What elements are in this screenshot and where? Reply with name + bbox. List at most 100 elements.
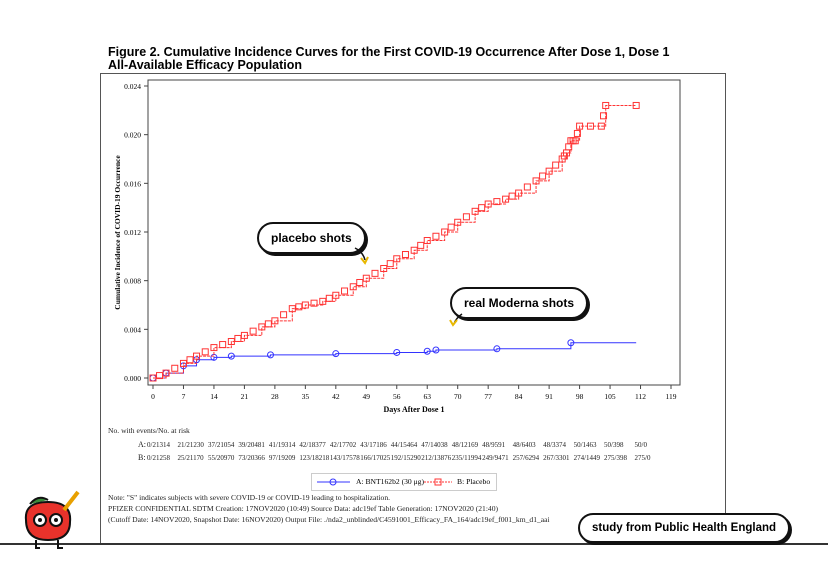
placebo-marker [432,232,440,240]
risk-cell: 42/17702 [329,441,357,449]
placebo-marker [508,192,516,200]
figure-frame [100,73,726,545]
placebo-marker [310,299,318,307]
vaccine-marker [227,352,235,360]
risk-cell: 44/15464 [390,441,418,449]
placebo-marker [258,323,266,331]
placebo-marker [295,303,303,311]
placebo-marker [371,269,379,277]
vaccine-marker [332,350,340,358]
placebo-marker [249,327,257,335]
cumulative-incidence-chart: 0 7 14 21 28 35 42 49 56 63 70 77 84 91 98 105 112 119 0.0… [113,79,681,414]
x-tick-label: 14 [210,392,218,401]
risk-cell: 192/15290 [390,454,421,462]
risk-cell: 50/0 [634,441,647,449]
placebo-marker [401,251,409,259]
risk-cell: 48/6403 [512,441,536,449]
risk-cell: 123/18218 [299,454,330,462]
note-1: Note: "S" indicates subjects with severe… [108,493,391,502]
placebo-marker [597,122,605,130]
placebo-marker [227,338,235,345]
risk-cell: 275/398 [604,454,627,462]
risk-cell: 212/13876 [421,454,452,462]
note-2: PFIZER CONFIDENTIAL SDTM Creation: 17NOV… [108,504,499,513]
figure-title: Figure 2. Cumulative Incidence Curves fo… [108,45,670,72]
risk-row-label: B: [138,453,146,462]
risk-row-label: A: [138,440,146,449]
risk-cell: 48/3374 [543,441,567,449]
placebo-marker [560,152,568,160]
legend: A: BNT162b2 (30 μg) B: Placebo [311,473,497,491]
risk-table-header: No. with events/No. at risk [108,426,190,435]
placebo-marker [471,207,479,215]
callout-vaccine: real Moderna shots [450,287,589,319]
placebo-marker [545,167,553,175]
callout-source: study from Public Health England [578,513,791,543]
placebo-marker [569,137,577,145]
placebo-marker [441,228,449,236]
placebo-marker [332,291,340,299]
placebo-marker [356,278,364,286]
placebo-marker [341,287,349,295]
placebo-marker [600,112,608,120]
x-tick-label: 84 [515,392,523,401]
placebo-marker [362,274,370,282]
placebo-marker [193,352,201,360]
placebo-marker [515,189,523,197]
y-tick-label: 0.024 [124,82,141,91]
placebo-marker [349,283,357,291]
y-tick-label: 0.012 [124,228,141,237]
vaccine-marker [393,348,401,356]
placebo-marker [573,129,581,137]
x-tick-label: 21 [241,392,249,401]
x-tick-label: 0 [151,392,155,401]
vaccine-marker [493,345,501,353]
placebo-marker [493,198,501,206]
placebo-marker [393,255,401,263]
placebo-marker [201,348,209,356]
risk-cell: 97/19209 [268,454,296,462]
placebo-marker [576,122,584,130]
placebo-marker [386,260,394,268]
placebo-marker [179,359,187,367]
placebo-marker [264,320,272,328]
x-tick-label: 70 [454,392,462,401]
placebo-marker [539,172,547,180]
risk-cell: 55/20970 [207,454,235,462]
series-line-vaccine [153,342,637,379]
placebo-marker [454,218,462,226]
placebo-marker [301,301,309,309]
placebo-marker [240,331,248,339]
vaccine-marker [423,347,431,355]
y-tick-label: 0.004 [124,325,141,334]
risk-cell: 37/21054 [207,441,235,449]
placebo-marker [632,101,640,109]
risk-cell: 21/21230 [177,441,204,449]
placebo-marker [210,344,218,352]
placebo-marker [149,374,157,382]
placebo-marker [410,246,418,254]
x-axis-label: Days After Dose 1 [384,405,445,414]
risk-cell: 166/17025 [360,454,391,462]
risk-cell: 235/11994 [451,454,482,462]
legend-b: B: Placebo [457,477,491,486]
callout-placebo: placebo shots [257,222,366,254]
risk-cell: 50/1463 [573,441,597,449]
placebo-marker [186,356,194,364]
bottom-rule [0,543,828,545]
x-tick-label: 42 [332,392,340,401]
risk-cell: 143/17578 [329,454,360,462]
placebo-marker [602,101,610,109]
series-line-placebo [153,104,637,379]
x-tick-label: 77 [484,392,492,401]
risk-cell: 47/14038 [421,441,448,449]
x-tick-label: 7 [182,392,186,401]
x-tick-label: 49 [363,392,371,401]
risk-cell: 267/3301 [543,454,570,462]
risk-cell: 39/20481 [238,441,265,449]
placebo-marker [478,204,486,212]
risk-cell: 73/20366 [238,454,265,462]
y-tick-label: 0.000 [124,374,141,383]
placebo-marker [565,143,573,151]
risk-cell: 41/19314 [268,441,296,449]
